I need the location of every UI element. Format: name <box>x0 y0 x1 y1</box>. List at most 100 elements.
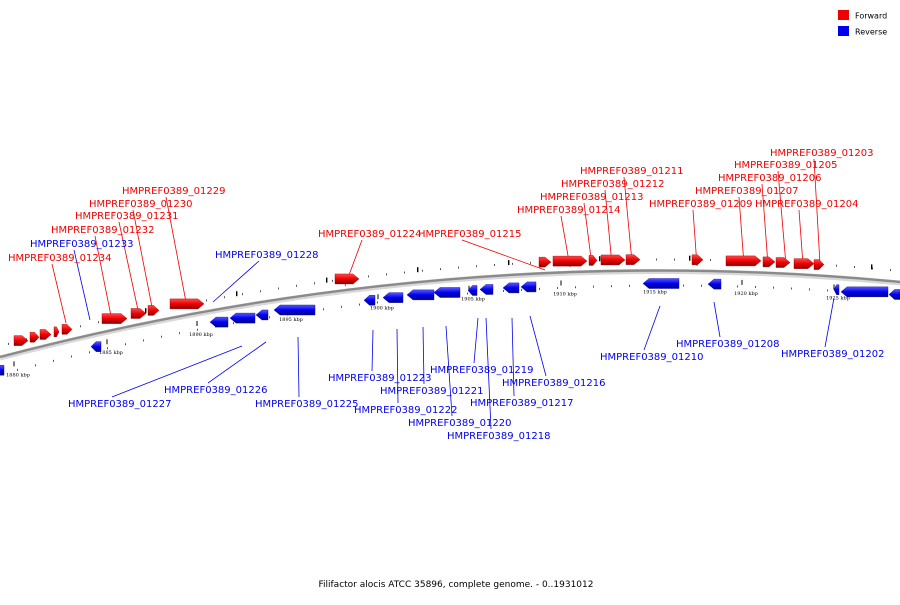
gene-label[interactable]: HMPREF0389_01215 <box>418 229 521 240</box>
gene-label[interactable]: HMPREF0389_01207 <box>695 186 798 197</box>
minor-tick <box>341 305 342 308</box>
gene-label[interactable]: HMPREF0389_01222 <box>354 405 457 416</box>
reverse-gene-arrow[interactable] <box>467 285 478 296</box>
minor-tick <box>8 342 9 345</box>
gene-label[interactable]: HMPREF0389_01214 <box>517 205 620 216</box>
gene-label[interactable]: HMPREF0389_01232 <box>51 225 154 236</box>
reverse-gene-arrow[interactable] <box>840 286 889 298</box>
gene-label[interactable]: HMPREF0389_01227 <box>68 399 171 410</box>
legend-swatch-reverse <box>838 26 849 36</box>
gene-label[interactable]: HMPREF0389_01213 <box>540 192 643 203</box>
gene-label[interactable]: HMPREF0389_01204 <box>755 199 858 210</box>
forward-gene-arrow[interactable] <box>691 254 704 266</box>
gene-label[interactable]: HMPREF0389_01217 <box>470 398 573 409</box>
tick-label: 1885 kbp <box>99 350 123 356</box>
reverse-gene-arrow[interactable] <box>707 278 722 290</box>
reverse-gene-arrow[interactable] <box>433 287 461 298</box>
gene-label[interactable]: HMPREF0389_01210 <box>600 352 703 363</box>
minor-tick <box>512 262 513 265</box>
gene-label[interactable]: HMPREF0389_01219 <box>430 365 533 376</box>
gene-label[interactable]: HMPREF0389_01206 <box>718 173 821 184</box>
gene-label[interactable]: HMPREF0389_01203 <box>770 148 873 159</box>
minor-tick <box>710 259 711 262</box>
reverse-gene-arrow[interactable] <box>255 309 269 321</box>
gene-label[interactable]: HMPREF0389_01205 <box>734 160 837 171</box>
minor-tick <box>494 263 495 266</box>
gene-label[interactable]: HMPREF0389_01228 <box>215 250 318 261</box>
minor-tick <box>503 289 504 292</box>
forward-gene-arrow[interactable] <box>625 254 641 265</box>
gene-label[interactable]: HMPREF0389_01230 <box>89 199 192 210</box>
forward-gene-arrow[interactable] <box>130 308 147 319</box>
gene-label[interactable]: HMPREF0389_01221 <box>380 386 483 397</box>
gene-label[interactable]: HMPREF0389_01220 <box>408 418 511 429</box>
reverse-gene-arrow[interactable] <box>209 316 229 328</box>
gene-label[interactable]: HMPREF0389_01226 <box>164 385 267 396</box>
minor-tick <box>323 308 324 311</box>
gene-label[interactable]: HMPREF0389_01224 <box>318 229 421 240</box>
minor-tick <box>17 368 18 371</box>
minor-tick <box>755 285 756 288</box>
gene-label[interactable]: HMPREF0389_01202 <box>781 349 884 360</box>
minor-tick <box>386 273 387 276</box>
mid-tick <box>417 267 419 273</box>
forward-gene-arrow[interactable] <box>61 324 73 335</box>
forward-gene-arrow[interactable] <box>552 255 588 267</box>
reverse-gene-arrow[interactable] <box>382 292 404 303</box>
minor-tick <box>179 332 180 335</box>
gene-label[interactable]: HMPREF0389_01211 <box>580 166 683 177</box>
forward-gene-arrow[interactable] <box>169 298 205 310</box>
minor-tick <box>206 299 207 302</box>
gene-label[interactable]: HMPREF0389_01216 <box>502 378 605 389</box>
minor-tick <box>593 285 594 288</box>
reverse-gene-arrow[interactable] <box>479 284 494 295</box>
forward-gene-arrow[interactable] <box>600 254 626 266</box>
forward-gene-arrow[interactable] <box>147 305 160 316</box>
forward-gene-arrow[interactable] <box>538 256 552 268</box>
forward-gene-arrow[interactable] <box>725 255 762 267</box>
minor-tick <box>521 288 522 291</box>
gene-label[interactable]: HMPREF0389_01218 <box>447 431 550 442</box>
forward-gene-arrow[interactable] <box>29 331 40 343</box>
gene-label[interactable]: HMPREF0389_01229 <box>122 186 225 197</box>
minor-tick <box>368 275 369 278</box>
reverse-gene-arrow[interactable] <box>90 341 102 352</box>
forward-gene-arrow[interactable] <box>53 326 60 338</box>
forward-gene-arrow[interactable] <box>334 273 360 285</box>
reverse-gene-arrow[interactable] <box>642 278 680 289</box>
gene-label[interactable]: HMPREF0389_01212 <box>561 179 664 190</box>
leader-line <box>824 297 835 348</box>
gene-label[interactable]: HMPREF0389_01225 <box>255 399 358 410</box>
tick-label: 1925 kbp <box>826 296 850 302</box>
reverse-gene-arrow[interactable] <box>229 312 256 324</box>
forward-gene-arrow[interactable] <box>775 257 791 268</box>
minor-tick <box>314 282 315 285</box>
forward-gene-arrow[interactable] <box>101 313 128 324</box>
reverse-gene-arrow[interactable] <box>0 365 5 376</box>
gene-label[interactable]: HMPREF0389_01209 <box>649 199 752 210</box>
minor-tick <box>242 293 243 296</box>
reverse-gene-arrow[interactable] <box>833 284 840 295</box>
minor-tick <box>737 285 738 288</box>
gene-label[interactable]: HMPREF0389_01223 <box>328 373 431 384</box>
forward-gene-arrow[interactable] <box>813 259 825 270</box>
gene-label[interactable]: HMPREF0389_01208 <box>676 339 779 350</box>
forward-gene-arrow[interactable] <box>13 335 29 346</box>
minor-tick <box>890 269 891 272</box>
forward-gene-arrow[interactable] <box>39 329 52 340</box>
gene-label[interactable]: HMPREF0389_01234 <box>8 253 111 264</box>
reverse-gene-arrow[interactable] <box>406 289 435 301</box>
forward-gene-arrow[interactable] <box>588 255 598 266</box>
leader-line <box>297 336 300 398</box>
forward-gene-arrow[interactable] <box>793 258 815 269</box>
minor-tick <box>233 322 234 325</box>
gene-label[interactable]: HMPREF0389_01233 <box>30 239 133 250</box>
reverse-gene-arrow[interactable] <box>502 282 520 294</box>
reverse-gene-arrow[interactable] <box>273 304 316 316</box>
gene-label[interactable]: HMPREF0389_01231 <box>75 211 178 222</box>
reverse-gene-arrow[interactable] <box>520 281 537 293</box>
reverse-gene-arrow[interactable] <box>363 295 376 306</box>
forward-gene-arrow[interactable] <box>762 256 776 268</box>
reverse-gene-arrow[interactable] <box>888 289 900 300</box>
minor-tick <box>107 347 108 350</box>
